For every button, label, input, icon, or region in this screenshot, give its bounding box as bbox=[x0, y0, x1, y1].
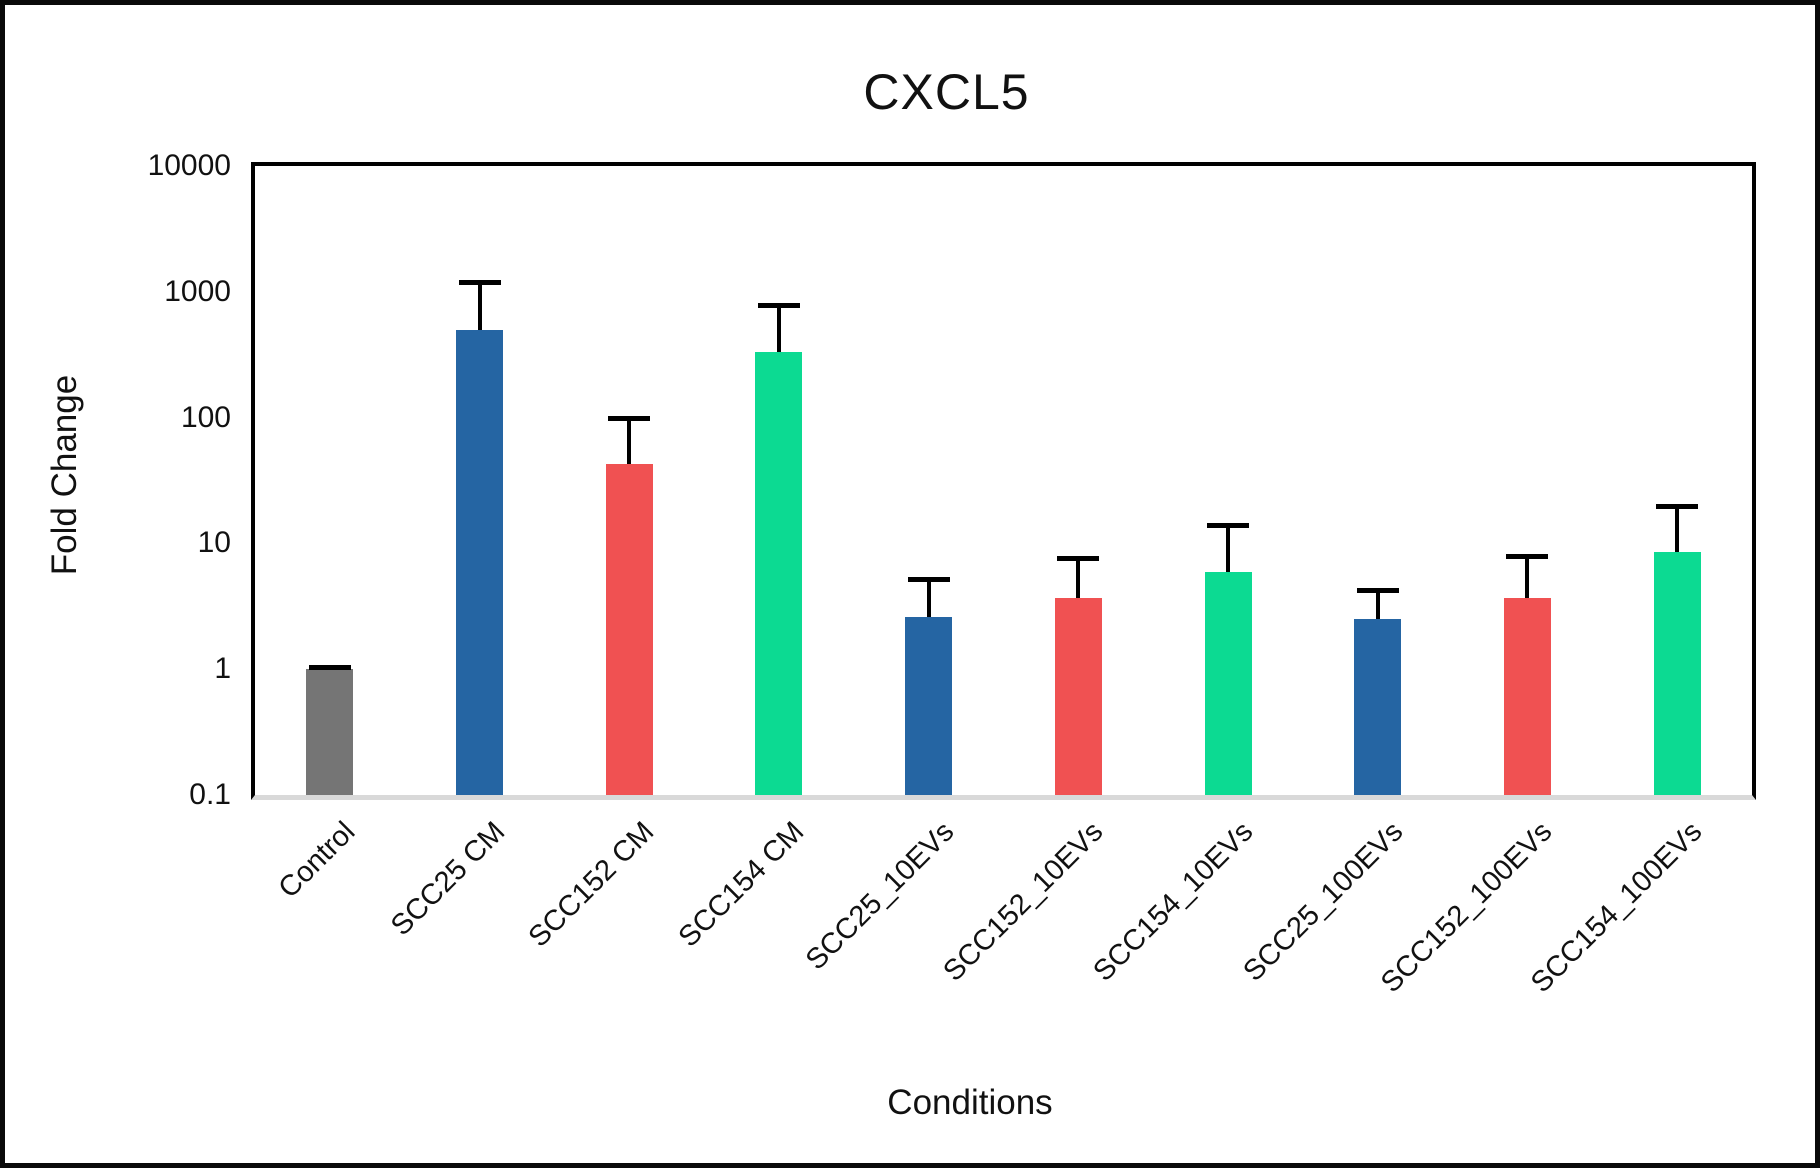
chart-title: CXCL5 bbox=[863, 64, 1030, 120]
y-tick-label-0-1: 0.1 bbox=[189, 778, 231, 811]
bar-scc154-cm bbox=[755, 352, 803, 795]
y-tick-label-1000: 1000 bbox=[164, 274, 231, 308]
x-tick-label-control: Control bbox=[272, 815, 362, 905]
bar-scc25-cm bbox=[456, 329, 504, 795]
bar-scc25-100evs bbox=[1354, 619, 1402, 795]
bar-scc154-100evs bbox=[1653, 552, 1701, 795]
bar-scc152-10evs bbox=[1054, 597, 1102, 795]
plot-area bbox=[251, 162, 1756, 800]
error-bar-cap-scc25-100evs bbox=[1356, 587, 1399, 593]
bar-scc25-10evs bbox=[905, 616, 953, 795]
error-bar-scc152-10evs bbox=[1076, 558, 1081, 598]
x-axis-title: Conditions bbox=[887, 1083, 1053, 1122]
error-bar-cap-scc154-cm bbox=[757, 303, 800, 309]
error-bar-scc154-cm bbox=[776, 305, 781, 353]
error-bar-cap-scc25-10evs bbox=[907, 577, 950, 583]
error-bar-scc25-cm bbox=[477, 281, 482, 330]
bar-scc152-100evs bbox=[1503, 597, 1551, 795]
y-axis-title: Fold Change bbox=[45, 374, 84, 576]
y-tick-label-10: 10 bbox=[197, 526, 231, 560]
error-bar-cap-scc154-10evs bbox=[1207, 523, 1250, 529]
error-bar-cap-scc25-cm bbox=[458, 279, 501, 285]
error-bar-scc152-100evs bbox=[1525, 555, 1530, 598]
bar-scc154-10evs bbox=[1204, 572, 1252, 795]
error-bar-scc25-100evs bbox=[1375, 589, 1380, 620]
bar-control bbox=[306, 669, 354, 795]
y-tick-label-1: 1 bbox=[214, 652, 231, 686]
error-bar-cap-scc154-100evs bbox=[1656, 503, 1699, 509]
error-bar-cap-scc152-100evs bbox=[1506, 553, 1549, 559]
error-bar-scc154-10evs bbox=[1226, 525, 1231, 573]
error-bar-cap-scc152-cm bbox=[608, 415, 651, 421]
y-tick-label-10000: 10000 bbox=[147, 149, 231, 182]
error-bar-cap-control bbox=[308, 664, 351, 670]
error-bar-scc152-cm bbox=[627, 417, 632, 464]
y-tick-label-100: 100 bbox=[180, 400, 231, 434]
bar-scc152-cm bbox=[605, 463, 653, 795]
error-bar-cap-scc152-10evs bbox=[1057, 556, 1100, 562]
error-bar-scc25-10evs bbox=[926, 579, 931, 617]
error-bar-scc154-100evs bbox=[1675, 505, 1680, 553]
